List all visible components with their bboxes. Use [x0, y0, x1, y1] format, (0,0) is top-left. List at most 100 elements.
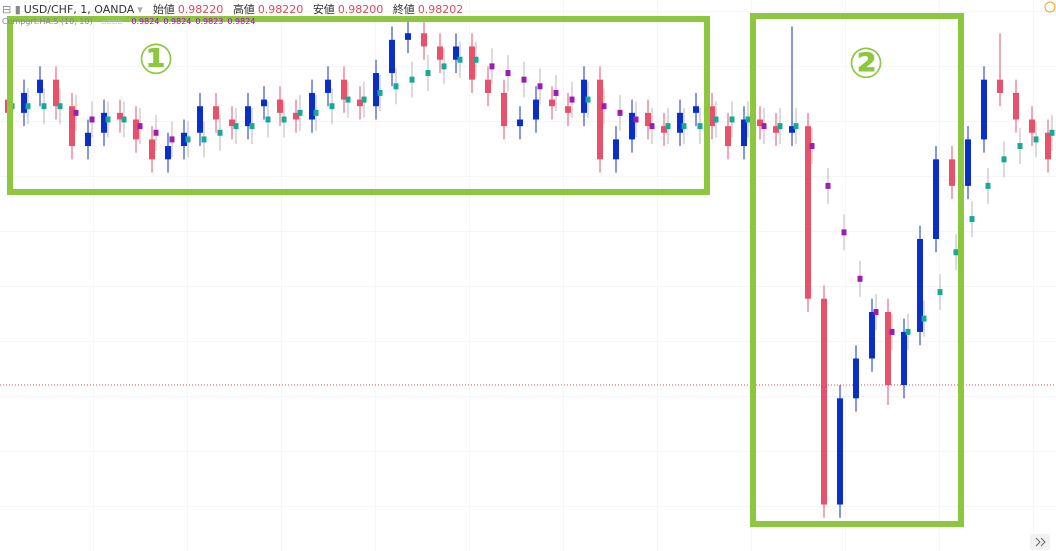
- candle-body: [389, 39, 395, 74]
- candle-body: [661, 126, 667, 133]
- symbol-title[interactable]: USD/CHF, 1, OANDA: [23, 3, 135, 16]
- candle-body: [309, 92, 315, 120]
- candle-body: [677, 112, 683, 133]
- indicator-box: [153, 129, 159, 136]
- candle-body: [757, 119, 763, 127]
- candle-body: [469, 46, 475, 80]
- candle-body: [613, 139, 619, 160]
- indicator-value: 0.9823: [195, 17, 224, 26]
- indicator-box: [873, 309, 879, 316]
- ohlc-label: 終値: [392, 3, 415, 16]
- candle-body: [245, 106, 251, 127]
- collapse-icon[interactable]: ⊟ ▮: [2, 3, 21, 16]
- ohlc-label: 高値: [232, 3, 255, 16]
- annotation: ①: [138, 35, 174, 84]
- candle-body: [597, 79, 603, 160]
- indicator-box: [537, 83, 543, 90]
- indicator-box: [1017, 143, 1023, 150]
- indicator-box: [313, 109, 319, 116]
- indicator-box: [57, 103, 63, 110]
- indicator-value: 0.9824: [163, 17, 192, 26]
- dropdown-icon[interactable]: ▾: [137, 3, 143, 16]
- ohlc-value: 0.98200: [337, 3, 384, 16]
- indicator-legend: Compgrt.HA.S (10, 10) ▫▫▫▫ 0.9824 0.9824 0…: [2, 17, 259, 26]
- indicator-box: [441, 63, 447, 70]
- indicator-box: [633, 116, 639, 123]
- indicator-box: [377, 89, 383, 96]
- candle-body: [517, 119, 523, 127]
- indicator-box: [969, 216, 975, 223]
- candle-body: [917, 238, 923, 332]
- candle-body: [629, 112, 635, 140]
- candle-body: [741, 119, 747, 147]
- candle-body: [261, 99, 267, 107]
- candle-body: [709, 106, 715, 127]
- indicator-box: [889, 328, 895, 335]
- candle-body: [549, 99, 555, 107]
- indicator-box: [25, 103, 31, 110]
- ohlc-value: 0.98220: [257, 3, 304, 16]
- candle-body: [869, 312, 875, 359]
- indicator-box: [937, 289, 943, 296]
- indicator-box: [233, 123, 239, 130]
- indicator-box: [601, 103, 607, 110]
- candle-body: [565, 106, 571, 113]
- symbol-header: ⊟ ▮ USD/CHF, 1, OANDA ▾ 始値 0.98220 高値 0.9822…: [2, 1, 469, 17]
- candle-body: [805, 126, 811, 299]
- indicator-box: [745, 116, 751, 123]
- indicator-box: [905, 328, 911, 335]
- highlight-box: [750, 13, 964, 527]
- indicator-box: [921, 315, 927, 322]
- indicator-box: [457, 56, 463, 63]
- candle-body: [965, 139, 971, 186]
- indicator-box: [585, 96, 591, 103]
- indicator-box: [121, 116, 127, 123]
- indicator-box: [1049, 129, 1055, 136]
- indicator-box: [793, 123, 799, 130]
- candle-body: [821, 298, 827, 505]
- candle-body: [453, 46, 459, 60]
- candle-body: [981, 79, 987, 140]
- ohlc-value: 0.98220: [177, 3, 224, 16]
- indicator-box: [393, 83, 399, 90]
- candle-body: [117, 112, 123, 120]
- ohlc-label: 始値: [152, 3, 175, 16]
- indicator-box: [489, 63, 495, 70]
- candle-body: [373, 73, 379, 107]
- indicator-box: [857, 275, 863, 282]
- indicator-box: [1001, 156, 1007, 163]
- candle-body: [133, 119, 139, 140]
- candle-body: [853, 358, 859, 399]
- indicator-box: [361, 96, 367, 103]
- candle-body: [21, 92, 27, 113]
- indicator-box: [345, 96, 351, 103]
- indicator-box: [521, 76, 527, 83]
- indicator-box: [185, 136, 191, 143]
- indicator-box: [569, 96, 575, 103]
- indicator-box: [841, 229, 847, 236]
- indicator-name[interactable]: Compgrt.HA.S (10, 10): [2, 17, 93, 26]
- candle-body: [693, 106, 699, 113]
- candle-body: [485, 79, 491, 93]
- candle-body: [325, 79, 331, 93]
- indicator-box: [777, 123, 783, 130]
- candle-body: [773, 126, 779, 133]
- candle-body: [85, 132, 91, 147]
- alert-icon[interactable]: [1044, 1, 1056, 13]
- candle-body: [533, 99, 539, 120]
- indicator-box: [329, 103, 335, 110]
- indicator-box: [217, 129, 223, 136]
- indicator-box: [169, 136, 175, 143]
- candle-body: [501, 92, 507, 127]
- candle-body: [277, 99, 283, 113]
- indicator-box: [249, 123, 255, 130]
- candle-body: [1029, 119, 1035, 133]
- candle-body: [837, 398, 843, 505]
- indicator-controls[interactable]: ▫▫▫▫: [101, 17, 123, 26]
- indicator-box: [1033, 136, 1039, 143]
- indicator-box: [617, 109, 623, 116]
- candle-body: [1045, 132, 1051, 160]
- scroll-icon: [1035, 537, 1046, 547]
- candle-body: [213, 106, 219, 120]
